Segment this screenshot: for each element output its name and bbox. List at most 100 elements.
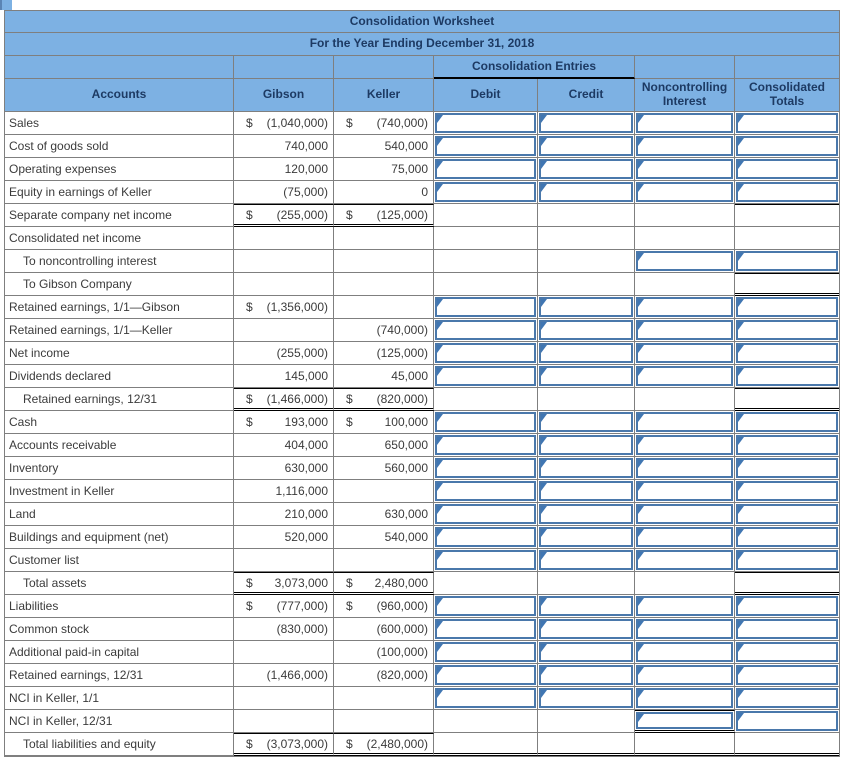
debit-input-box[interactable] bbox=[435, 182, 536, 202]
credit-input-box[interactable] bbox=[539, 481, 633, 501]
credit-input-box[interactable] bbox=[539, 596, 633, 616]
noncontrolling-interest-input-box[interactable] bbox=[636, 481, 733, 501]
consolidated-totals-input-box[interactable] bbox=[736, 711, 838, 731]
credit-input-box[interactable] bbox=[539, 136, 633, 156]
consolidated-totals-input-box[interactable] bbox=[736, 642, 838, 662]
noncontrolling-interest-input-box[interactable] bbox=[636, 159, 733, 179]
account-label: To noncontrolling interest bbox=[5, 250, 234, 273]
credit-input-box[interactable] bbox=[539, 435, 633, 455]
debit-input-box[interactable] bbox=[435, 665, 536, 685]
debit-input-box[interactable] bbox=[435, 596, 536, 616]
consolidated-totals-input-box[interactable] bbox=[736, 596, 838, 616]
noncontrolling-interest-input-box[interactable] bbox=[636, 297, 733, 317]
keller-amount: (600,000) bbox=[376, 622, 428, 636]
consolidated-totals-input-box[interactable] bbox=[736, 320, 838, 340]
credit-input-box[interactable] bbox=[539, 619, 633, 639]
debit-input-box[interactable] bbox=[435, 412, 536, 432]
debit-input-box[interactable] bbox=[435, 136, 536, 156]
noncontrolling-interest-input-box[interactable] bbox=[636, 458, 733, 478]
consolidated-totals-input-box[interactable] bbox=[736, 136, 838, 156]
credit-input-box[interactable] bbox=[539, 343, 633, 363]
noncontrolling-interest-cell bbox=[635, 434, 735, 457]
credit-input-box[interactable] bbox=[539, 320, 633, 340]
credit-input-box[interactable] bbox=[539, 412, 633, 432]
debit-input-box[interactable] bbox=[435, 159, 536, 179]
table-row: Investment in Keller 1,116,000 bbox=[5, 480, 839, 503]
consolidated-totals-input-box[interactable] bbox=[736, 159, 838, 179]
consolidated-totals-input-box[interactable] bbox=[736, 665, 838, 685]
consolidated-totals-input-box[interactable] bbox=[736, 412, 838, 432]
keller-amount-cell: (600,000) bbox=[334, 618, 434, 641]
consolidated-totals-input-box[interactable] bbox=[736, 619, 838, 639]
credit-input-box[interactable] bbox=[539, 527, 633, 547]
noncontrolling-interest-input-box[interactable] bbox=[636, 136, 733, 156]
consolidated-totals-input-box[interactable] bbox=[736, 458, 838, 478]
noncontrolling-interest-input-box[interactable] bbox=[636, 366, 733, 386]
consolidated-totals-input-box[interactable] bbox=[736, 527, 838, 547]
credit-input-box[interactable] bbox=[539, 458, 633, 478]
noncontrolling-interest-input-box[interactable] bbox=[636, 182, 733, 202]
debit-input-box[interactable] bbox=[435, 343, 536, 363]
debit-input-box[interactable] bbox=[435, 481, 536, 501]
consolidated-totals-input-box[interactable] bbox=[736, 343, 838, 363]
debit-input-box[interactable] bbox=[435, 527, 536, 547]
consolidated-totals-input-box[interactable] bbox=[736, 366, 838, 386]
debit-input-box[interactable] bbox=[435, 458, 536, 478]
debit-input-box[interactable] bbox=[435, 320, 536, 340]
consolidated-totals-input-box[interactable] bbox=[736, 113, 838, 133]
credit-input-box[interactable] bbox=[539, 642, 633, 662]
consolidated-totals-input-box[interactable] bbox=[736, 251, 838, 271]
credit-input-box[interactable] bbox=[539, 113, 633, 133]
consolidated-totals-input-box[interactable] bbox=[736, 297, 838, 317]
credit-input-box[interactable] bbox=[539, 182, 633, 202]
consolidated-totals-input-box[interactable] bbox=[736, 504, 838, 524]
debit-cell bbox=[434, 595, 538, 618]
noncontrolling-interest-input-box[interactable] bbox=[636, 712, 733, 729]
credit-input-box[interactable] bbox=[539, 297, 633, 317]
credit-input-box[interactable] bbox=[539, 366, 633, 386]
noncontrolling-interest-input-box[interactable] bbox=[636, 113, 733, 133]
consolidated-totals-input-box[interactable] bbox=[736, 550, 838, 570]
debit-cell bbox=[434, 319, 538, 342]
consolidated-totals-input-box[interactable] bbox=[736, 688, 838, 708]
table-row: Buildings and equipment (net) 520,000 540,… bbox=[5, 526, 839, 549]
noncontrolling-interest-input-box[interactable] bbox=[636, 596, 733, 616]
debit-input-box[interactable] bbox=[435, 688, 536, 708]
noncontrolling-interest-input-box[interactable] bbox=[636, 550, 733, 570]
noncontrolling-interest-input-box[interactable] bbox=[636, 435, 733, 455]
noncontrolling-interest-input-box[interactable] bbox=[636, 619, 733, 639]
credit-input-box[interactable] bbox=[539, 550, 633, 570]
keller-amount: (125,000) bbox=[376, 346, 428, 360]
consolidated-totals-input-box[interactable] bbox=[736, 182, 838, 202]
gibson-amount-cell: $ (1,040,000) bbox=[234, 112, 334, 135]
account-label: NCI in Keller, 1/1 bbox=[5, 687, 234, 710]
consolidated-totals-input-box[interactable] bbox=[736, 435, 838, 455]
credit-input-box[interactable] bbox=[539, 504, 633, 524]
consolidated-totals-cell bbox=[735, 434, 839, 457]
noncontrolling-interest-input-box[interactable] bbox=[636, 343, 733, 363]
noncontrolling-interest-input-box[interactable] bbox=[636, 665, 733, 685]
noncontrolling-interest-input-box[interactable] bbox=[636, 688, 733, 708]
credit-input-box[interactable] bbox=[539, 665, 633, 685]
debit-input-box[interactable] bbox=[435, 550, 536, 570]
debit-input-box[interactable] bbox=[435, 619, 536, 639]
noncontrolling-interest-input-box[interactable] bbox=[636, 320, 733, 340]
gibson-amount-cell bbox=[234, 250, 334, 273]
debit-input-box[interactable] bbox=[435, 113, 536, 133]
gibson-amount-cell: 740,000 bbox=[234, 135, 334, 158]
gibson-amount-cell bbox=[234, 641, 334, 664]
noncontrolling-interest-input-box[interactable] bbox=[636, 527, 733, 547]
noncontrolling-interest-input-box[interactable] bbox=[636, 251, 733, 271]
noncontrolling-interest-input-box[interactable] bbox=[636, 504, 733, 524]
debit-input-box[interactable] bbox=[435, 435, 536, 455]
noncontrolling-interest-input-box[interactable] bbox=[636, 642, 733, 662]
credit-cell bbox=[538, 618, 635, 641]
debit-input-box[interactable] bbox=[435, 504, 536, 524]
debit-input-box[interactable] bbox=[435, 366, 536, 386]
debit-input-box[interactable] bbox=[435, 642, 536, 662]
credit-input-box[interactable] bbox=[539, 688, 633, 708]
debit-input-box[interactable] bbox=[435, 297, 536, 317]
noncontrolling-interest-input-box[interactable] bbox=[636, 412, 733, 432]
consolidated-totals-input-box[interactable] bbox=[736, 481, 838, 501]
credit-input-box[interactable] bbox=[539, 159, 633, 179]
